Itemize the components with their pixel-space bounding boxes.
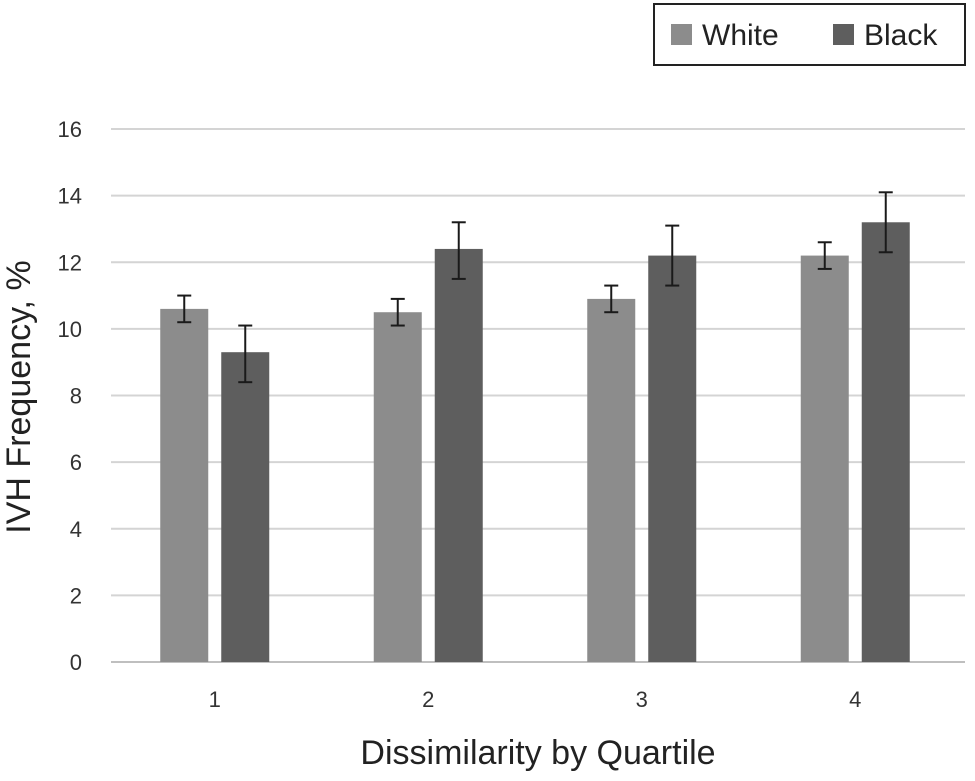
y-axis-title: IVH Frequency, % (0, 260, 38, 533)
legend-label-white: White (702, 19, 779, 52)
bar-white (160, 308, 209, 662)
x-tick-label: 1 (209, 687, 221, 712)
y-tick-label: 6 (70, 450, 82, 475)
bar-black (648, 255, 697, 662)
legend-frame (653, 3, 966, 66)
x-axis-ticks: 1 2 3 4 (209, 687, 862, 712)
y-tick-label: 12 (58, 250, 82, 275)
bar-white (800, 255, 849, 662)
y-tick-label: 4 (70, 517, 82, 542)
bar-white (587, 298, 636, 662)
x-tick-label: 2 (422, 687, 434, 712)
bar-black (434, 248, 483, 663)
x-axis-title: Dissimilarity by Quartile (360, 734, 715, 772)
y-tick-label: 2 (70, 583, 82, 608)
legend-swatch-black (833, 24, 854, 45)
y-tick-label: 8 (70, 384, 82, 409)
bar-black (861, 222, 910, 662)
legend-label-black: Black (864, 19, 938, 52)
y-tick-label: 14 (58, 184, 82, 209)
x-tick-label: 4 (849, 687, 861, 712)
x-tick-label: 3 (636, 687, 648, 712)
y-tick-label: 0 (70, 650, 82, 675)
legend: White Black (653, 3, 966, 66)
error-bars (177, 191, 893, 384)
bars (160, 222, 910, 663)
y-tick-label: 10 (58, 317, 82, 342)
bar-black (221, 352, 270, 662)
bar-white (373, 312, 422, 662)
y-tick-label: 16 (58, 117, 82, 142)
y-axis-ticks: 0 2 4 6 8 10 12 14 16 (58, 117, 82, 675)
legend-swatch-white (671, 24, 692, 45)
